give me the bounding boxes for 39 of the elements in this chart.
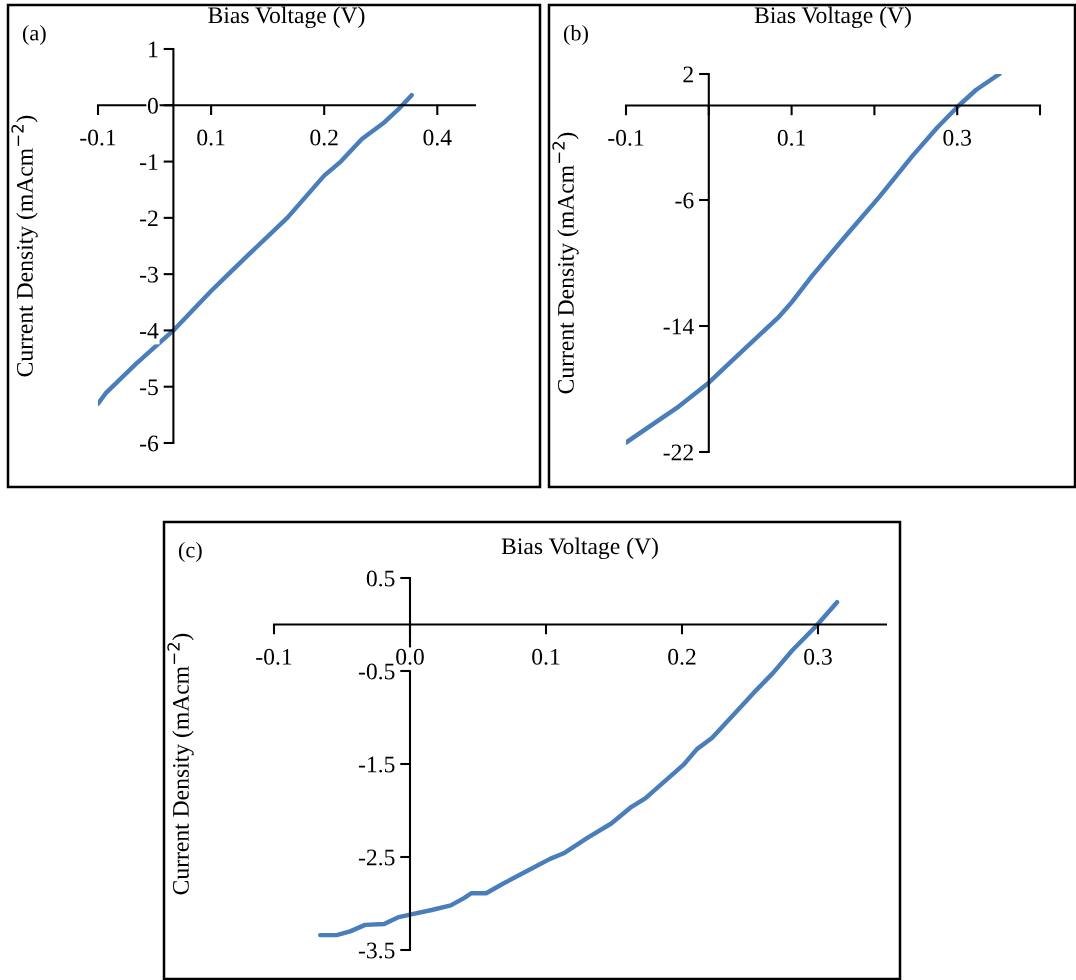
y-tick-label: 0.5 — [366, 570, 395, 587]
x-tick-label: -0.1 — [256, 648, 292, 665]
y-tick-label: -4 — [140, 323, 159, 339]
y-tick-label: -0.5 — [358, 663, 395, 680]
y-tick-label: -5 — [140, 379, 158, 396]
x-tick-label: -0.1 — [608, 129, 644, 146]
text: (c) — [178, 541, 202, 563]
y-tick-label: -6 — [675, 192, 694, 209]
x-tick-label: -0.1 — [80, 129, 116, 146]
y-tick-label: 0 — [147, 97, 158, 114]
y-tick-label: -22 — [663, 444, 693, 461]
x-tick-label: 0.3 — [943, 129, 972, 146]
x-tick-label: 0.2 — [310, 129, 338, 146]
x-axis-title: Bias Voltage (V) — [208, 6, 365, 29]
x-tick-label: 0.2 — [668, 648, 696, 665]
y-tick-label: -1.5 — [358, 756, 395, 773]
y-tick-label: 2 — [683, 66, 693, 83]
y-tick-label: -3.5 — [358, 942, 395, 959]
y-axis-title: Current Density (mAcm$^{−2}$) — [11, 115, 38, 377]
y-tick-label: 1 — [149, 41, 158, 58]
text: (b) — [563, 24, 588, 46]
text: (a) — [22, 24, 46, 46]
x-tick-label: 0.4 — [423, 129, 452, 146]
y-tick-label: -14 — [663, 318, 694, 335]
line-series — [318, 599, 840, 938]
x-axis-title: Bias Voltage (V) — [501, 537, 658, 560]
y-tick-label: -3 — [140, 266, 158, 283]
x-tick-label: 0.1 — [777, 129, 805, 146]
y-tick-label: -2 — [140, 210, 158, 227]
x-tick-label: 0.1 — [197, 129, 225, 146]
y-tick-label: -1 — [140, 154, 158, 170]
x-tick-label: 0.1 — [532, 648, 560, 665]
y-axis-title: Current Density (mAcm$^{−2}$) — [552, 132, 579, 394]
x-tick-label: 0.0 — [396, 648, 424, 665]
y-tick-label: -6 — [140, 435, 159, 452]
y-tick-label: -2.5 — [358, 849, 395, 866]
x-tick-label: 0.3 — [804, 648, 832, 665]
x-axis-title: Bias Voltage (V) — [754, 6, 911, 29]
y-axis-title: Current Density (mAcm$^{−2}$) — [167, 633, 194, 895]
